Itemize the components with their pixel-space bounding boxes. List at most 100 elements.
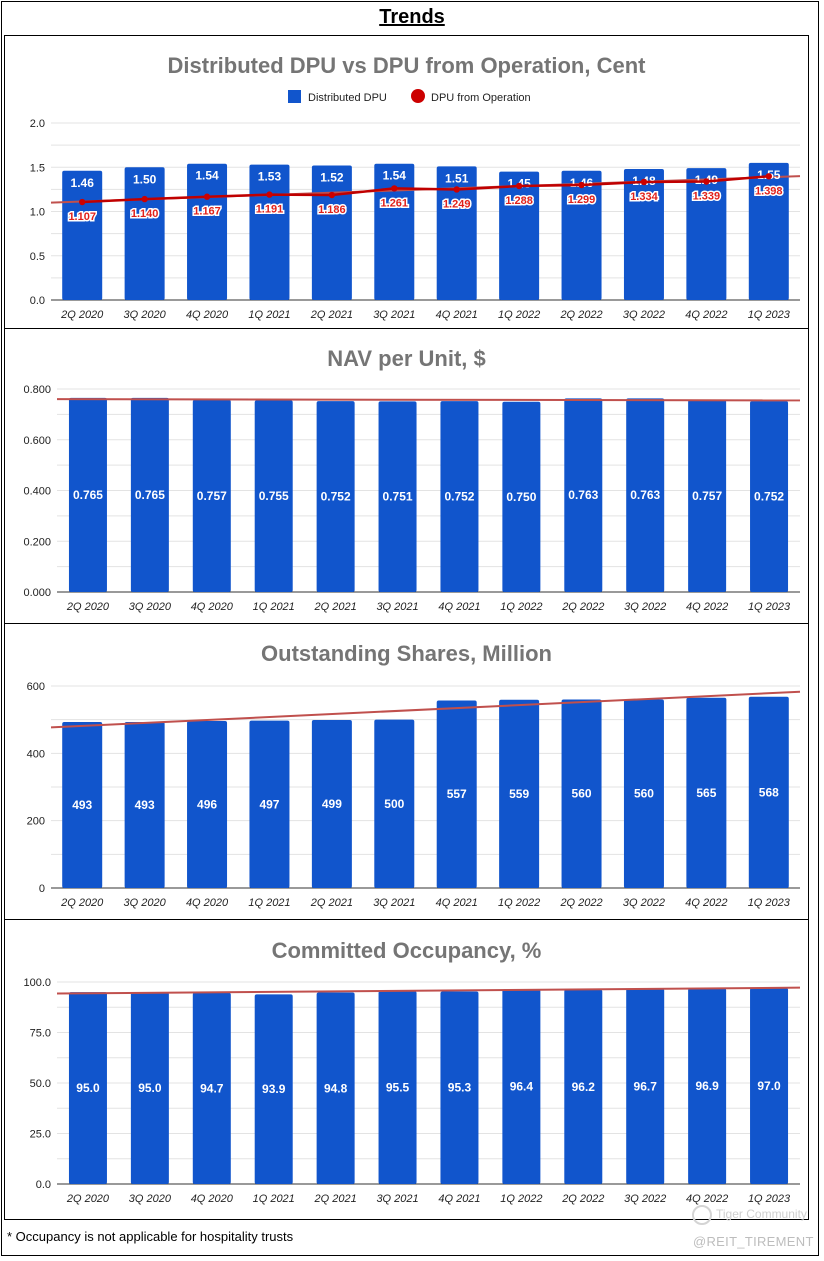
legend-label: Distributed DPU bbox=[308, 92, 387, 104]
legend: Distributed DPU DPU from Operation bbox=[288, 89, 531, 104]
bar-value-label: 0.765 bbox=[73, 488, 103, 502]
line-point bbox=[266, 191, 273, 198]
nav-chart-panel: NAV per Unit, $ 0.000 0.200 0.400 0.600 0.800… bbox=[4, 328, 809, 624]
bar-value-label: 496 bbox=[197, 798, 217, 812]
x-tick-label: 3Q 2021 bbox=[376, 1193, 418, 1205]
bar-value-label: 0.757 bbox=[197, 489, 227, 503]
x-tick-label: 2Q 2021 bbox=[310, 309, 353, 321]
y-tick-label: 400 bbox=[27, 748, 45, 760]
occupancy-chart: Committed Occupancy, % 0.0 25.0 50.0 75.0 100… bbox=[23, 938, 801, 1205]
bar bbox=[374, 163, 415, 300]
trendline bbox=[56, 398, 801, 402]
line-value-label: 1.288 bbox=[505, 195, 533, 207]
y-tick-label: 2.0 bbox=[30, 118, 45, 130]
x-tick-label: 3Q 2020 bbox=[124, 897, 167, 909]
bar bbox=[254, 994, 293, 1184]
bar bbox=[440, 991, 479, 1184]
nav-chart: NAV per Unit, $ 0.000 0.200 0.400 0.600 0.800… bbox=[23, 346, 801, 613]
y-tick-label: 50.0 bbox=[30, 1078, 51, 1090]
bar bbox=[130, 397, 169, 592]
page-title: Trends bbox=[379, 6, 445, 28]
x-tick-label: 2Q 2022 bbox=[561, 1193, 604, 1205]
x-tick-label: 4Q 2020 bbox=[186, 897, 229, 909]
x-tick-label: 2Q 2020 bbox=[66, 1193, 110, 1205]
x-tick-label: 1Q 2021 bbox=[248, 309, 290, 321]
bar-value-label: 557 bbox=[447, 787, 467, 801]
bar-value-label: 96.7 bbox=[634, 1079, 658, 1093]
bar bbox=[748, 162, 789, 300]
y-tick-label: 1.0 bbox=[30, 207, 45, 219]
x-tick-label: 2Q 2021 bbox=[314, 601, 357, 613]
bar bbox=[192, 992, 231, 1184]
x-tick-label: 3Q 2021 bbox=[376, 601, 418, 613]
line-point bbox=[391, 185, 398, 192]
line-point bbox=[640, 178, 648, 186]
chart-title: NAV per Unit, $ bbox=[327, 346, 486, 371]
line-point bbox=[703, 178, 710, 185]
bar-value-label: 94.7 bbox=[200, 1081, 224, 1095]
bar-value-label: 95.5 bbox=[386, 1081, 410, 1095]
bar-value-label: 1.50 bbox=[133, 172, 157, 186]
tiger-logo-icon bbox=[692, 1205, 712, 1225]
watermark-handle: @REIT_TIREMENT bbox=[693, 1234, 814, 1249]
bar bbox=[626, 988, 665, 1184]
bar bbox=[374, 719, 415, 888]
x-tick-label: 4Q 2020 bbox=[191, 1193, 234, 1205]
line-value-label: 1.140 bbox=[131, 208, 159, 220]
x-tick-label: 1Q 2021 bbox=[248, 897, 290, 909]
bar-value-label: 500 bbox=[384, 797, 404, 811]
bar-value-label: 568 bbox=[759, 785, 779, 799]
bar-value-label: 96.9 bbox=[695, 1079, 719, 1093]
bar-value-label: 1.52 bbox=[320, 170, 344, 184]
line-point bbox=[453, 186, 460, 193]
x-tick-label: 4Q 2021 bbox=[436, 897, 478, 909]
x-tick-label: 2Q 2022 bbox=[559, 309, 602, 321]
bar bbox=[187, 721, 228, 888]
x-tick-label: 1Q 2022 bbox=[498, 309, 540, 321]
bar bbox=[311, 165, 352, 300]
x-tick-label: 1Q 2023 bbox=[748, 897, 791, 909]
x-tick-label: 1Q 2023 bbox=[748, 601, 791, 613]
bar-value-label: 95.3 bbox=[448, 1081, 472, 1095]
legend-line-swatch bbox=[411, 89, 425, 103]
x-tick-label: 4Q 2020 bbox=[186, 309, 229, 321]
y-tick-label: 1.5 bbox=[30, 162, 45, 174]
x-tick-label: 2Q 2020 bbox=[60, 309, 104, 321]
bar-value-label: 0.752 bbox=[444, 490, 474, 504]
bar-value-label: 97.0 bbox=[757, 1079, 781, 1093]
x-tick-label: 4Q 2022 bbox=[685, 309, 727, 321]
bar bbox=[623, 699, 664, 888]
shares-chart-panel: Outstanding Shares, Million 0 200 400 600 493… bbox=[4, 623, 809, 920]
line-point bbox=[578, 181, 585, 189]
x-tick-label: 3Q 2021 bbox=[373, 309, 415, 321]
line-point bbox=[765, 173, 772, 180]
bar bbox=[502, 401, 541, 592]
bar bbox=[564, 989, 603, 1184]
trendline bbox=[56, 986, 801, 995]
x-tick-label: 3Q 2022 bbox=[624, 601, 666, 613]
bar bbox=[686, 168, 727, 300]
line-point bbox=[203, 193, 211, 200]
line-value-label: 1.167 bbox=[193, 206, 221, 218]
bar bbox=[440, 401, 479, 592]
line-value-label: 1.334 bbox=[630, 191, 658, 203]
bar-value-label: 96.4 bbox=[510, 1080, 534, 1094]
x-tick-label: 2Q 2021 bbox=[310, 897, 353, 909]
x-tick-label: 1Q 2021 bbox=[253, 601, 295, 613]
x-tick-label: 4Q 2022 bbox=[686, 1193, 728, 1205]
trendline bbox=[50, 690, 801, 729]
watermark-community-text: Tiger Community bbox=[716, 1207, 807, 1222]
x-tick-label: 2Q 2020 bbox=[60, 897, 104, 909]
x-tick-label: 1Q 2022 bbox=[500, 601, 542, 613]
y-tick-label: 0.400 bbox=[23, 486, 51, 498]
bar-value-label: 96.2 bbox=[572, 1080, 596, 1094]
bar bbox=[623, 169, 664, 300]
bar-value-label: 0.763 bbox=[630, 488, 660, 502]
line-value-label: 1.299 bbox=[568, 194, 596, 206]
x-tick-label: 3Q 2020 bbox=[124, 309, 167, 321]
bar bbox=[436, 166, 477, 300]
x-tick-label: 3Q 2022 bbox=[623, 309, 665, 321]
bar-value-label: 0.752 bbox=[321, 490, 351, 504]
bar-value-label: 0.752 bbox=[754, 490, 784, 504]
